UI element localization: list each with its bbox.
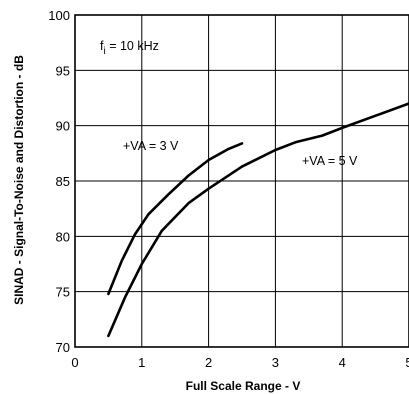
x-tick-label: 4	[339, 355, 346, 370]
series-label-3v: +VA = 3 V	[123, 139, 179, 153]
y-tick-label: 70	[56, 340, 70, 355]
y-tick-label: 80	[56, 229, 70, 244]
plot-frame	[74, 14, 409, 348]
x-tick-label: 1	[138, 355, 145, 370]
y-tick-label: 90	[56, 119, 70, 134]
y-tick-label: 95	[56, 63, 70, 78]
y-tick-label: 100	[48, 8, 70, 23]
series-line-1	[107, 102, 409, 338]
frequency-annotation: fi = 10 kHz	[100, 39, 159, 57]
x-tick-labels: 0 1 2 3 4 5	[71, 355, 409, 370]
x-tick-label: 3	[272, 355, 279, 370]
x-tick-label: 5	[405, 355, 409, 370]
x-tick-label: 2	[205, 355, 212, 370]
y-tick-labels: 70 75 80 85 90 95 100	[48, 8, 70, 355]
grid-lines	[75, 15, 409, 347]
y-tick-label: 75	[56, 285, 70, 300]
series-line-0	[107, 142, 244, 296]
y-axis-title: SINAD - Signal-To-Noise and Distortion -…	[12, 55, 26, 305]
series-lines	[107, 102, 409, 338]
series-label-5v: +VA = 5 V	[302, 154, 358, 168]
x-tick-label: 0	[71, 355, 78, 370]
x-axis-title: Full Scale Range - V	[186, 379, 301, 393]
y-tick-label: 85	[56, 174, 70, 189]
